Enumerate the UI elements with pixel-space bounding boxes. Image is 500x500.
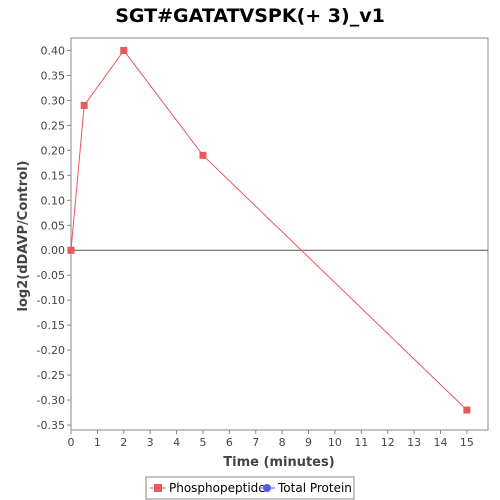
plot-area [70, 37, 489, 431]
data-point [463, 406, 471, 414]
y-tick-label: -0.25 [37, 369, 65, 382]
y-axis: 0.40 0.35 0.30 0.25 0.20 0.15 0.10 0.05 0.00 -0.0… [37, 44, 71, 432]
x-tick-label: 12 [381, 436, 395, 449]
data-point [80, 101, 88, 109]
plot-frame [70, 37, 489, 431]
y-tick-label: 0.10 [41, 194, 66, 207]
x-tick-label: 11 [354, 436, 368, 449]
legend-circle-marker-icon [263, 484, 271, 492]
data-point [67, 246, 75, 254]
data-point [120, 46, 128, 54]
y-tick-label: -0.35 [37, 419, 65, 432]
x-tick-label: 6 [226, 436, 233, 449]
x-tick-label: 10 [328, 436, 342, 449]
x-axis-label: Time (minutes) [223, 455, 334, 470]
series-layer [67, 46, 471, 414]
legend: Phosphopeptide Total Protein [145, 476, 355, 500]
legend-label: Phosphopeptide [169, 481, 266, 495]
x-tick-label: 3 [147, 436, 154, 449]
x-tick-label: 9 [305, 436, 312, 449]
y-tick-label: -0.30 [37, 394, 65, 407]
y-tick-label: 0.35 [41, 69, 66, 82]
y-tick-label: 0.40 [41, 44, 66, 57]
y-tick-label: 0.00 [41, 244, 66, 257]
x-tick-label: 15 [460, 436, 474, 449]
y-tick-label: 0.20 [41, 144, 66, 157]
x-tick-label: 7 [252, 436, 259, 449]
y-tick-label: -0.05 [37, 269, 65, 282]
x-axis: 0 1 2 3 4 5 6 7 8 9 10 11 12 13 14 15 [68, 430, 474, 449]
x-tick-label: 0 [68, 436, 75, 449]
x-tick-label: 13 [407, 436, 421, 449]
y-tick-label: 0.05 [41, 219, 66, 232]
y-tick-label: -0.15 [37, 319, 65, 332]
y-axis-label: log2(dDAVP/Control) [16, 161, 31, 312]
legend-box [145, 476, 355, 500]
x-tick-label: 1 [94, 436, 101, 449]
x-tick-label: 14 [433, 436, 447, 449]
y-tick-label: 0.25 [41, 119, 66, 132]
y-tick-label: 0.15 [41, 169, 66, 182]
x-tick-label: 8 [279, 436, 286, 449]
data-point [199, 151, 207, 159]
x-tick-label: 2 [120, 436, 127, 449]
series-line-0 [70, 49, 468, 411]
legend-label: Total Protein [277, 481, 352, 495]
y-tick-label: -0.20 [37, 344, 65, 357]
chart-title: SGT#GATATVSPK(+ 3)_v1 [115, 5, 385, 27]
legend-square-marker-icon [154, 484, 162, 492]
y-tick-label: 0.30 [41, 94, 66, 107]
y-tick-label: -0.10 [37, 294, 65, 307]
x-tick-label: 4 [173, 436, 180, 449]
x-tick-label: 5 [199, 436, 206, 449]
